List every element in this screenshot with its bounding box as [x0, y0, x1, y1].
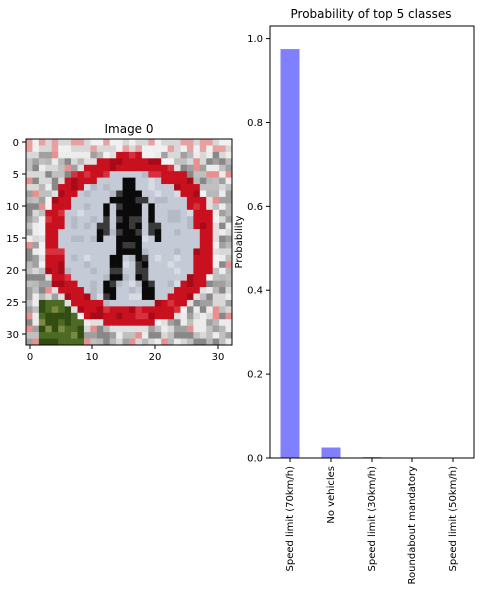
image-ytick-label: 15 [6, 234, 19, 245]
bar [280, 49, 300, 458]
x-tick-label: No vehicles [326, 466, 337, 524]
bar-chart: Probability of top 5 classes Probability… [234, 7, 475, 584]
image-xtick-label: 10 [86, 352, 99, 363]
bars [280, 49, 463, 458]
image-panel: Image 0 0 10 20 30 0 5 10 15 20 25 [6, 122, 233, 363]
image-ytick-label: 10 [6, 202, 19, 213]
x-tick-label: Speed limit (70km/h) [285, 466, 296, 572]
image-ytick-label: 5 [13, 170, 19, 181]
image-xtick-label: 20 [149, 352, 162, 363]
image-x-ticks: 0 10 20 30 [27, 345, 225, 363]
chart-frame [269, 25, 475, 459]
image-xtick-label: 0 [27, 352, 33, 363]
x-ticks: Speed limit (70km/h) No vehicles Speed lim… [285, 458, 459, 584]
y-tick-label: 0.2 [247, 370, 263, 381]
x-tick-label: Roundabout mandatory [407, 466, 418, 585]
image-xtick-label: 30 [212, 352, 225, 363]
image-ytick-label: 0 [13, 138, 19, 149]
image-title: Image 0 [104, 122, 153, 136]
y-tick-label: 0.6 [247, 202, 263, 213]
image-frame [25, 138, 233, 346]
y-tick-label: 0.4 [247, 286, 263, 297]
y-axis-label: Probability [234, 215, 245, 268]
image-ytick-label: 30 [6, 330, 19, 341]
y-tick-label: 0.8 [247, 118, 263, 129]
image-ytick-label: 25 [6, 298, 19, 309]
image-y-ticks: 0 5 10 15 20 25 30 [6, 138, 26, 341]
x-tick-label: Speed limit (50km/h) [448, 466, 459, 572]
sign-image [26, 139, 233, 346]
image-ytick-label: 20 [6, 266, 19, 277]
bar [321, 447, 341, 458]
x-tick-label: Speed limit (30km/h) [367, 466, 378, 572]
y-tick-label: 0.0 [247, 454, 263, 465]
chart-title: Probability of top 5 classes [291, 7, 452, 21]
y-tick-label: 1.0 [247, 34, 263, 45]
y-ticks: 0.0 0.2 0.4 0.6 0.8 1.0 [247, 34, 270, 465]
